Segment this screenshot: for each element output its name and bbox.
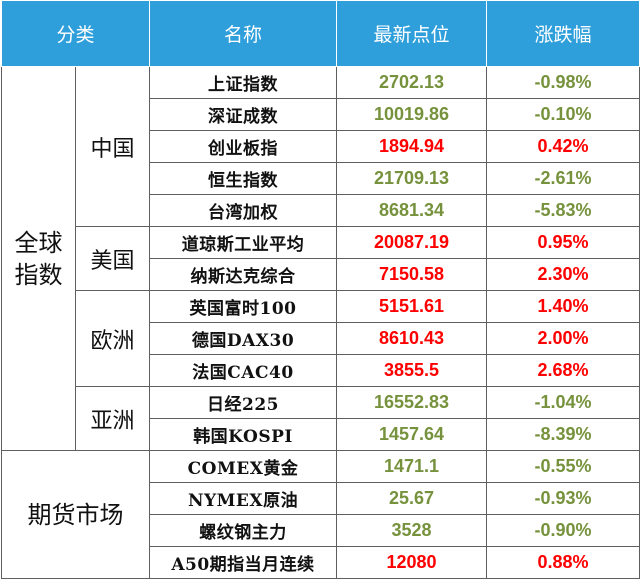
table-row: 韩国KOSPI 1457.64 -8.39% bbox=[2, 418, 640, 451]
table-row: A50期指当月连续 12080 0.88% bbox=[2, 546, 640, 579]
table-row: 美国 道琼斯工业平均 20087.19 0.95% bbox=[2, 226, 640, 291]
table-row: 恒生指数 21709.13 -2.61% bbox=[2, 162, 640, 195]
index-name: 台湾加权 bbox=[149, 194, 338, 227]
latest-value: 8681.34 bbox=[336, 194, 488, 227]
index-name: 德国DAX30 bbox=[149, 322, 338, 355]
change-value: 2.68% bbox=[486, 354, 640, 387]
change-value: 0.95% bbox=[486, 226, 640, 259]
index-name: 法国CAC40 bbox=[149, 354, 338, 387]
table-row: 法国CAC40 3855.5 2.68% bbox=[2, 354, 640, 387]
change-value: 0.42% bbox=[486, 130, 640, 163]
index-name: 英国富时100 bbox=[149, 290, 338, 323]
table-row: 螺纹钢主力 3528 -0.90% bbox=[2, 514, 640, 547]
index-name: 道琼斯工业平均 bbox=[149, 226, 338, 259]
header-name: 名称 bbox=[149, 0, 338, 67]
table-row: 德国DAX30 8610.43 2.00% bbox=[2, 322, 640, 355]
latest-value: 1894.94 bbox=[336, 130, 488, 163]
group-china: 中国 bbox=[74, 66, 151, 227]
table-row: 台湾加权 8681.34 -5.83% bbox=[2, 194, 640, 227]
latest-value: 10019.86 bbox=[336, 98, 488, 131]
latest-value: 8610.43 bbox=[336, 322, 488, 355]
latest-value: 5151.61 bbox=[336, 290, 488, 323]
change-value: -8.39% bbox=[486, 418, 640, 451]
index-name: COMEX黄金 bbox=[149, 450, 338, 483]
group-europe: 欧洲 bbox=[74, 290, 151, 387]
index-name: 创业板指 bbox=[149, 130, 338, 163]
latest-value: 3528 bbox=[336, 514, 488, 547]
latest-value: 21709.13 bbox=[336, 162, 488, 195]
change-value: -0.98% bbox=[486, 66, 640, 99]
header-category: 分类 bbox=[0, 0, 151, 67]
table-row: 深证成数 10019.86 -0.10% bbox=[2, 98, 640, 131]
group-asia: 亚洲 bbox=[74, 386, 151, 451]
change-value: -5.83% bbox=[486, 194, 640, 227]
index-name: NYMEX原油 bbox=[149, 482, 338, 515]
table-row: 纳斯达克综合 7150.58 2.30% bbox=[2, 258, 640, 291]
change-value: 2.00% bbox=[486, 322, 640, 355]
table-row: NYMEX原油 25.67 -0.93% bbox=[2, 482, 640, 515]
header-latest: 最新点位 bbox=[336, 0, 488, 67]
change-value: -2.61% bbox=[486, 162, 640, 195]
table-row: 亚洲 日经225 16552.83 -1.04% bbox=[2, 386, 640, 451]
latest-value: 1471.1 bbox=[336, 450, 488, 483]
group-usa: 美国 bbox=[74, 226, 151, 291]
change-value: -0.10% bbox=[486, 98, 640, 131]
change-value: 2.30% bbox=[486, 258, 640, 291]
change-value: -0.93% bbox=[486, 482, 640, 515]
latest-value: 25.67 bbox=[336, 482, 488, 515]
table-row: 期货市场 COMEX黄金 1471.1 -0.55% bbox=[0, 450, 640, 579]
index-name: A50期指当月连续 bbox=[149, 546, 338, 579]
latest-value: 1457.64 bbox=[336, 418, 488, 451]
index-name: 日经225 bbox=[149, 386, 338, 419]
group-global: 全球 指数 bbox=[1, 66, 76, 451]
change-value: 1.40% bbox=[486, 290, 640, 323]
latest-value: 3855.5 bbox=[336, 354, 488, 387]
index-name: 深证成数 bbox=[149, 98, 338, 131]
latest-value: 20087.19 bbox=[336, 226, 488, 259]
header-change: 涨跌幅 bbox=[486, 0, 640, 67]
table-row: 全球 指数 中国 上证指数 2702.13 -0.98% bbox=[1, 66, 640, 451]
latest-value: 16552.83 bbox=[336, 386, 488, 419]
index-name: 纳斯达克综合 bbox=[149, 258, 338, 291]
header-row: 分类 名称 最新点位 涨跌幅 bbox=[0, 0, 640, 67]
change-value: 0.88% bbox=[486, 546, 640, 579]
change-value: -0.90% bbox=[486, 514, 640, 547]
latest-value: 7150.58 bbox=[336, 258, 488, 291]
group-futures: 期货市场 bbox=[0, 450, 151, 579]
latest-value: 12080 bbox=[336, 546, 488, 579]
change-value: -0.55% bbox=[486, 450, 640, 483]
table-row: 创业板指 1894.94 0.42% bbox=[2, 130, 640, 163]
table-row: 欧洲 英国富时100 5151.61 1.40% bbox=[2, 290, 640, 387]
latest-value: 2702.13 bbox=[336, 66, 488, 99]
index-name: 螺纹钢主力 bbox=[149, 514, 338, 547]
index-name: 上证指数 bbox=[149, 66, 338, 99]
change-value: -1.04% bbox=[486, 386, 640, 419]
index-name: 韩国KOSPI bbox=[149, 418, 338, 451]
index-name: 恒生指数 bbox=[149, 162, 338, 195]
